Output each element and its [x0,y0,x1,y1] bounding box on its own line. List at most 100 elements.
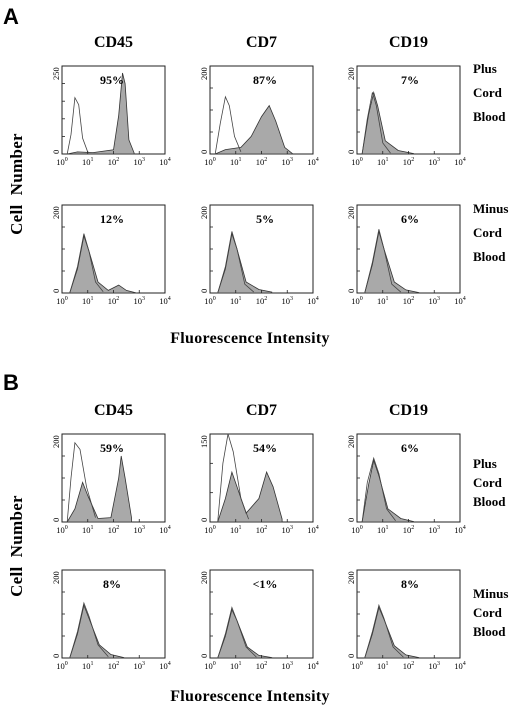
y-tick-label: 200 [199,67,209,80]
row-label: Minus [473,201,508,216]
x-tick-label: 104 [159,296,171,306]
row-label: Blood [473,624,506,639]
x-tick-base: 10 [256,525,265,535]
y-tick-label: 0 [346,518,356,522]
x-tick-base: 10 [159,661,168,671]
column-title-cd19: CD19 [389,402,428,419]
x-tick-base: 10 [108,296,117,306]
panel-A: A CD45 CD7 CD19 Cell Number Fluorescence Inte… [3,4,508,347]
control-histogram [69,601,109,659]
x-tick-label: 101 [82,661,94,671]
x-tick-base: 10 [454,157,463,167]
x-tick-base: 10 [307,661,316,671]
x-tick-label: 103 [429,296,441,306]
y-tick-label: 0 [346,289,356,293]
x-tick-label: 104 [159,157,171,167]
x-tick-exponent: 1 [239,296,242,302]
x-tick-exponent: 4 [463,296,466,302]
x-tick-label: 100 [56,661,68,671]
x-tick-exponent: 3 [290,157,293,163]
y-tick-label: 150 [199,435,209,448]
x-tick-base: 10 [108,661,117,671]
panel-label: A [3,4,19,29]
y-axis-label: Cell Number [7,495,26,597]
x-tick-base: 10 [204,296,213,306]
x-tick-label: 103 [282,525,294,535]
x-tick-base: 10 [134,525,143,535]
x-tick-base: 10 [429,525,438,535]
x-tick-exponent: 4 [463,661,466,667]
x-tick-label: 102 [403,157,415,167]
y-tick-label: 0 [51,289,61,293]
x-tick-base: 10 [108,525,117,535]
x-tick-exponent: 0 [360,661,363,667]
x-tick-label: 102 [108,296,120,306]
x-tick-base: 10 [230,296,239,306]
x-tick-base: 10 [282,296,291,306]
x-tick-exponent: 2 [411,296,414,302]
x-tick-label: 100 [56,157,68,167]
x-tick-label: 104 [307,296,319,306]
x-tick-exponent: 4 [316,157,319,163]
x-tick-base: 10 [56,157,65,167]
x-tick-label: 104 [159,661,171,671]
x-tick-label: 104 [454,661,466,671]
x-tick-base: 10 [429,157,438,167]
row-label: Blood [473,109,506,124]
x-tick-base: 10 [256,661,265,671]
control-histogram [364,229,402,294]
x-tick-base: 10 [56,296,65,306]
y-tick-label: 200 [346,67,356,80]
x-tick-label: 100 [351,661,363,671]
x-tick-base: 10 [377,157,386,167]
column-title-cd7: CD7 [246,34,277,51]
x-tick-label: 101 [230,296,242,306]
percent-positive-label: 8% [401,577,419,591]
stained-histogram [69,234,137,294]
y-tick-label: 0 [346,150,356,154]
x-tick-base: 10 [282,525,291,535]
x-tick-base: 10 [159,525,168,535]
x-tick-label: 101 [377,661,389,671]
x-tick-exponent: 4 [168,525,171,531]
x-tick-base: 10 [403,157,412,167]
x-tick-label: 101 [230,525,242,535]
x-tick-label: 103 [134,661,146,671]
x-tick-exponent: 1 [91,525,94,531]
x-tick-base: 10 [230,661,239,671]
x-tick-label: 104 [307,157,319,167]
x-tick-label: 100 [56,525,68,535]
x-tick-exponent: 4 [316,296,319,302]
x-tick-base: 10 [307,157,316,167]
x-tick-exponent: 1 [91,296,94,302]
x-tick-base: 10 [134,661,143,671]
x-axis-label: Fluorescence Intensity [170,330,330,347]
x-tick-exponent: 2 [411,525,414,531]
x-tick-label: 102 [108,525,120,535]
x-tick-base: 10 [377,661,386,671]
x-tick-exponent: 4 [168,296,171,302]
x-tick-base: 10 [204,525,213,535]
control-histogram [364,603,404,659]
y-tick-label: 0 [51,518,61,522]
percent-positive-label: 54% [253,441,277,455]
x-tick-exponent: 3 [437,296,440,302]
x-tick-base: 10 [230,525,239,535]
percent-positive-label: 12% [100,212,124,226]
stained-histogram [67,72,135,155]
x-tick-label: 103 [282,157,294,167]
x-tick-base: 10 [377,525,386,535]
x-tick-exponent: 0 [213,525,216,531]
x-tick-exponent: 1 [386,157,389,163]
stained-histogram [215,104,293,155]
y-axis-label: Cell Number [7,133,26,235]
x-tick-label: 102 [108,661,120,671]
x-tick-label: 102 [256,296,268,306]
x-tick-base: 10 [351,296,360,306]
x-tick-exponent: 2 [264,525,267,531]
x-tick-label: 102 [256,661,268,671]
